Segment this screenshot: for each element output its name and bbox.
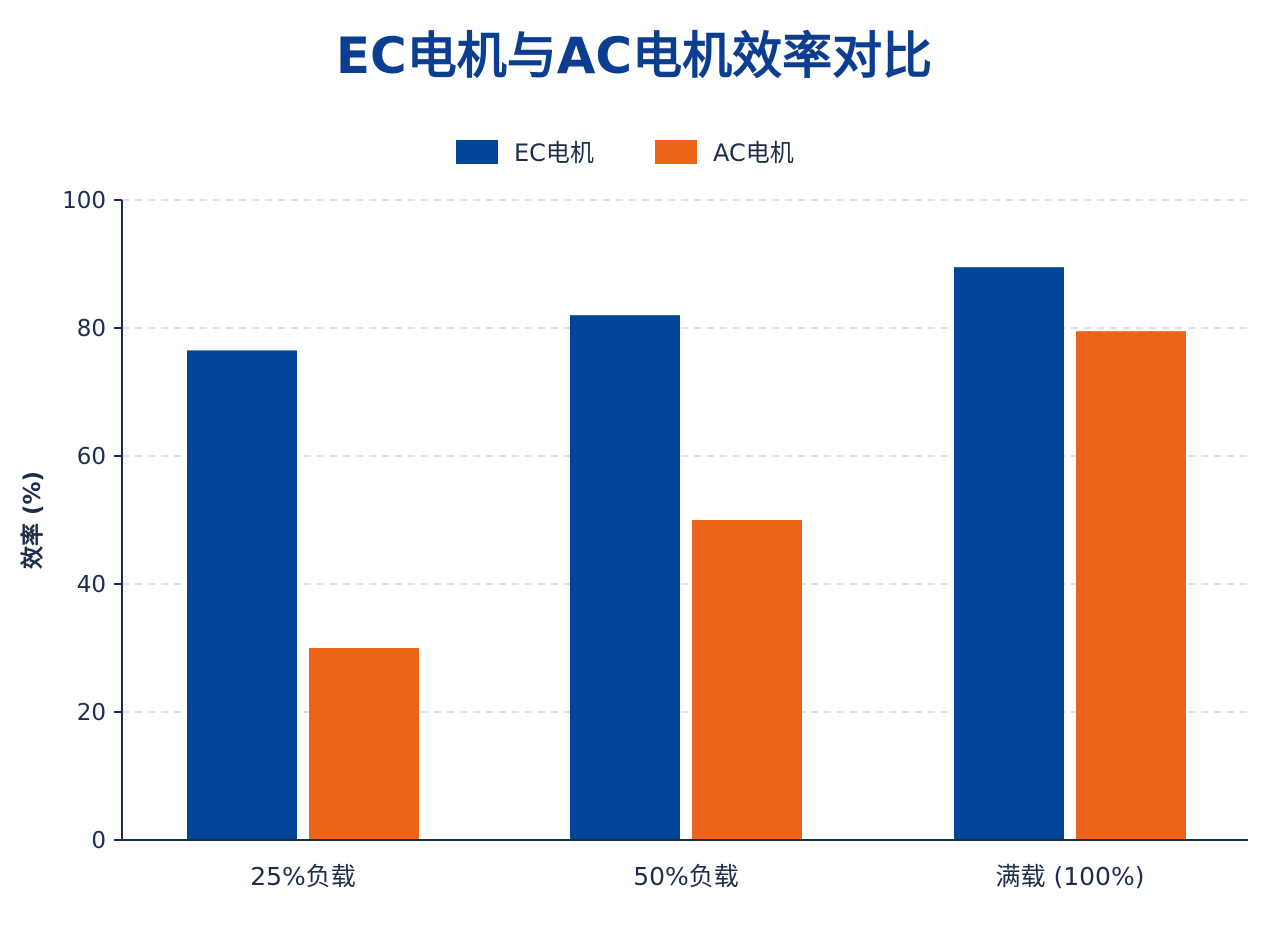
- y-tick-label: 20: [77, 700, 106, 726]
- y-tick-label: 60: [77, 444, 106, 470]
- x-tick-label: 满载 (100%): [996, 862, 1145, 891]
- chart-title: EC电机与AC电机效率对比: [336, 27, 932, 85]
- bar: [1076, 331, 1186, 840]
- legend-item: EC电机: [456, 139, 594, 167]
- legend-item: AC电机: [655, 139, 794, 167]
- legend-label: EC电机: [514, 139, 594, 167]
- bar: [570, 315, 680, 840]
- legend-swatch: [456, 140, 498, 164]
- bar: [692, 520, 802, 840]
- x-axis-labels: 25%负载 50%负载 满载 (100%): [250, 862, 1144, 891]
- y-axis-label: 效率 (%): [19, 471, 46, 569]
- legend-swatch: [655, 140, 697, 164]
- y-tick-label: 80: [77, 316, 106, 342]
- legend-label: AC电机: [713, 139, 794, 167]
- y-tick-label: 40: [77, 572, 106, 598]
- y-axis-ticks: 0 20 40 60 80 100: [62, 188, 122, 854]
- x-tick-label: 25%负载: [250, 862, 356, 891]
- bar: [187, 350, 297, 840]
- bars: [187, 267, 1186, 840]
- bar: [309, 648, 419, 840]
- x-tick-label: 50%负载: [633, 862, 739, 891]
- y-tick-label: 0: [91, 828, 106, 854]
- legend: EC电机 AC电机: [456, 139, 794, 167]
- bar: [954, 267, 1064, 840]
- y-tick-label: 100: [62, 188, 106, 214]
